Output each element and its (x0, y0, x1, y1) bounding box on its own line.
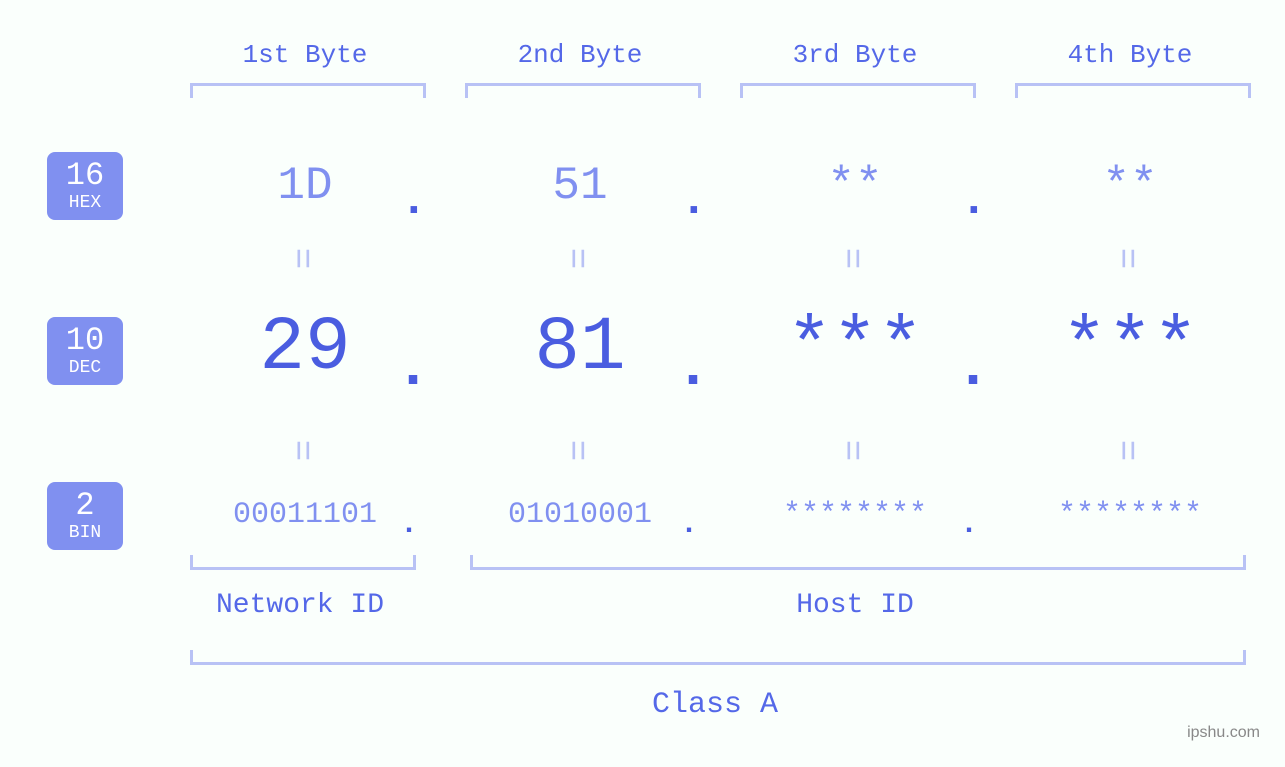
bin-byte-2: 01010001 (460, 498, 700, 532)
byte-label-4: 4th Byte (1050, 40, 1210, 70)
dec-badge-label: DEC (47, 359, 123, 377)
byte-label-3: 3rd Byte (775, 40, 935, 70)
bracket-byte-2 (465, 83, 701, 98)
bin-dot-2: . (680, 508, 698, 542)
dec-byte-4: *** (1010, 305, 1250, 391)
bracket-network-id (190, 555, 416, 570)
eq-dec-bin-1: = (280, 440, 321, 462)
bracket-class (190, 650, 1246, 665)
bin-badge: 2 BIN (47, 482, 123, 550)
hex-badge: 16 HEX (47, 152, 123, 220)
hex-badge-label: HEX (47, 194, 123, 212)
byte-label-1: 1st Byte (225, 40, 385, 70)
bin-dot-3: . (960, 508, 978, 542)
watermark: ipshu.com (1187, 724, 1260, 742)
host-id-label: Host ID (470, 590, 1240, 621)
eq-hex-dec-3: = (830, 248, 871, 270)
bracket-byte-4 (1015, 83, 1251, 98)
dec-dot-1: . (395, 335, 431, 403)
network-id-label: Network ID (190, 590, 410, 621)
dec-dot-3: . (955, 335, 991, 403)
byte-label-2: 2nd Byte (500, 40, 660, 70)
dec-badge: 10 DEC (47, 317, 123, 385)
hex-byte-1: 1D (185, 160, 425, 212)
eq-dec-bin-2: = (555, 440, 596, 462)
hex-byte-4: ** (1010, 160, 1250, 212)
hex-byte-3: ** (735, 160, 975, 212)
class-label: Class A (190, 688, 1240, 722)
eq-hex-dec-2: = (555, 248, 596, 270)
bin-byte-1: 00011101 (185, 498, 425, 532)
dec-dot-2: . (675, 335, 711, 403)
eq-dec-bin-3: = (830, 440, 871, 462)
bin-byte-3: ******** (735, 498, 975, 532)
hex-dot-2: . (680, 175, 708, 227)
dec-byte-3: *** (735, 305, 975, 391)
hex-dot-3: . (960, 175, 988, 227)
dec-badge-num: 10 (47, 325, 123, 357)
hex-badge-num: 16 (47, 160, 123, 192)
bracket-byte-1 (190, 83, 426, 98)
dec-byte-2: 81 (460, 305, 700, 391)
bin-byte-4: ******** (1010, 498, 1250, 532)
bin-badge-num: 2 (47, 490, 123, 522)
bracket-byte-3 (740, 83, 976, 98)
eq-hex-dec-4: = (1105, 248, 1146, 270)
hex-dot-1: . (400, 175, 428, 227)
bracket-host-id (470, 555, 1246, 570)
hex-byte-2: 51 (460, 160, 700, 212)
dec-byte-1: 29 (185, 305, 425, 391)
eq-hex-dec-1: = (280, 248, 321, 270)
bin-badge-label: BIN (47, 524, 123, 542)
eq-dec-bin-4: = (1105, 440, 1146, 462)
bin-dot-1: . (400, 508, 418, 542)
